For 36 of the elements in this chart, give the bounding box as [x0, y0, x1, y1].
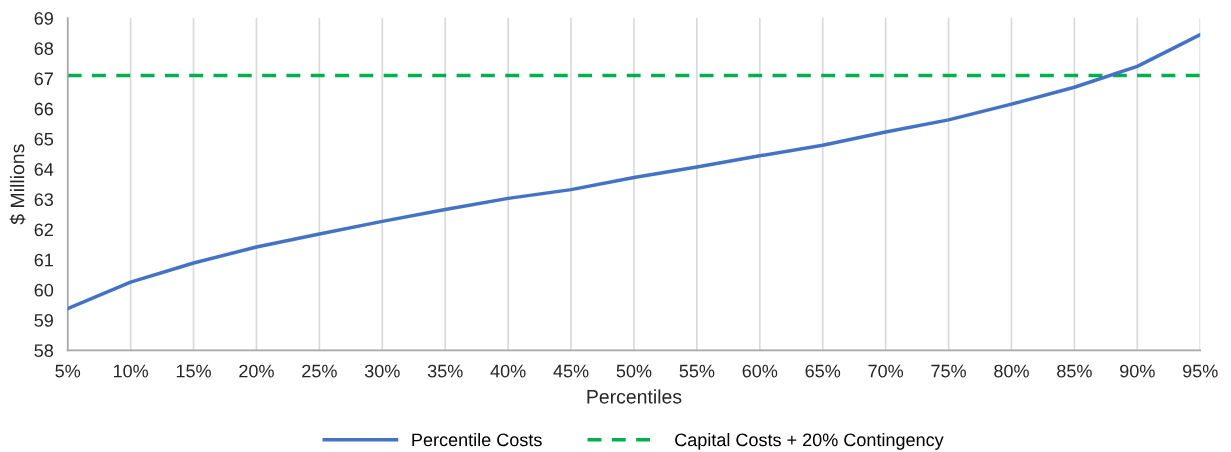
y-axis-title: $ Millions: [9, 144, 26, 225]
x-tick-label: 15%: [176, 364, 211, 378]
x-tick-label: 85%: [1057, 364, 1092, 378]
legend-label: Capital Costs + 20% Contingency: [675, 432, 944, 450]
x-tick-label: 50%: [616, 364, 652, 378]
x-tick-label: 55%: [679, 364, 715, 378]
y-tick-label: 65: [34, 132, 54, 146]
x-tick-label: 80%: [994, 364, 1029, 378]
x-tick-label: 20%: [239, 364, 274, 378]
y-tick-label: 67: [34, 72, 53, 86]
x-tick-label: 45%: [553, 364, 589, 378]
x-tick-label: 40%: [490, 364, 526, 378]
x-tick-label: 90%: [1120, 364, 1155, 378]
x-tick-label: 5%: [55, 364, 81, 378]
y-tick-label: 64: [34, 163, 54, 176]
x-tick-label: 60%: [742, 364, 778, 378]
x-tick-label: 10%: [113, 364, 149, 378]
y-tick-label: 61: [34, 253, 53, 267]
legend-label: Percentile Costs: [412, 432, 542, 447]
line-series: [67, 32, 1201, 311]
x-tick-label: 25%: [302, 364, 337, 378]
y-tick-label: 62: [34, 223, 53, 237]
x-tick-label: 35%: [427, 364, 463, 378]
y-tick-label: 59: [34, 314, 53, 327]
y-tick-label: 66: [34, 102, 54, 116]
x-tick-label: 95%: [1183, 364, 1218, 378]
y-tick-label: 63: [34, 193, 54, 207]
y-tick-label: 60: [34, 283, 54, 297]
x-tick-label: 65%: [805, 364, 841, 378]
x-tick-label: 75%: [931, 364, 966, 378]
y-tick-label: 58: [34, 344, 54, 358]
x-tick-label: 30%: [364, 364, 400, 378]
x-tick-label: 70%: [868, 364, 904, 378]
x-axis-title: Percentiles: [587, 389, 682, 404]
y-tick-label: 69: [34, 12, 53, 25]
y-tick-label: 68: [34, 42, 54, 55]
